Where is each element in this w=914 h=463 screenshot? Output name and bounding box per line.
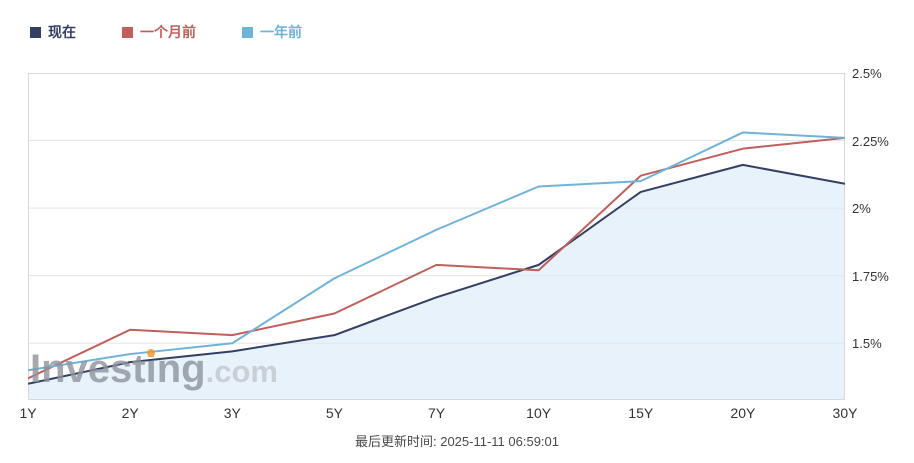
legend-label-now: 现在: [48, 24, 76, 40]
watermark-text-part: ng: [156, 347, 206, 391]
x-axis-label: 20Y: [730, 405, 756, 421]
watermark-text-part: Invest: [30, 347, 146, 391]
legend-swatch-one-year-ago: [242, 26, 253, 38]
y-axis-label: 2.5%: [852, 66, 882, 81]
x-axis-label: 15Y: [628, 405, 654, 421]
x-axis: 1Y 2Y 3Y 5Y 7Y 10Y 15Y 20Y 30Y: [19, 405, 857, 425]
watermark-suffix: .com: [205, 354, 278, 389]
x-axis-label: 30Y: [832, 405, 858, 421]
legend-item-one-year-ago[interactable]: 一年前: [242, 22, 302, 42]
watermark-i-orange-dot: i: [145, 347, 157, 391]
plot-area[interactable]: Investing.com: [28, 73, 845, 400]
x-axis-label: 1Y: [19, 405, 37, 421]
yield-curve-svg: [28, 73, 845, 400]
y-axis-label: 1.75%: [852, 268, 889, 284]
y-axis-label: 2%: [852, 201, 871, 217]
legend-label-one-month-ago: 一个月前: [140, 24, 196, 40]
legend-item-one-month-ago[interactable]: 一个月前: [122, 22, 196, 42]
legend-swatch-now: [30, 26, 41, 38]
x-axis-label: 10Y: [526, 405, 552, 421]
x-axis-label: 5Y: [325, 405, 343, 421]
legend-swatch-one-month-ago: [122, 26, 133, 38]
y-axis-label: 2.25%: [852, 133, 889, 149]
y-axis: 1.5% 1.75% 2% 2.25% 2.5%: [852, 66, 912, 400]
investing-watermark: Investing.com: [30, 349, 278, 389]
y-axis-label: 1.5%: [852, 336, 882, 352]
last-updated: 最后更新时间: 2025-11-11 06:59:01: [354, 434, 559, 449]
chart-legend: 现在 一个月前 一年前: [30, 22, 302, 42]
legend-label-one-year-ago: 一年前: [260, 24, 302, 40]
x-axis-label: 7Y: [427, 405, 446, 421]
x-axis-label: 2Y: [121, 405, 139, 421]
x-axis-label: 3Y: [223, 405, 241, 421]
watermark-brand: Investing: [30, 347, 206, 391]
legend-item-now[interactable]: 现在: [30, 22, 76, 42]
